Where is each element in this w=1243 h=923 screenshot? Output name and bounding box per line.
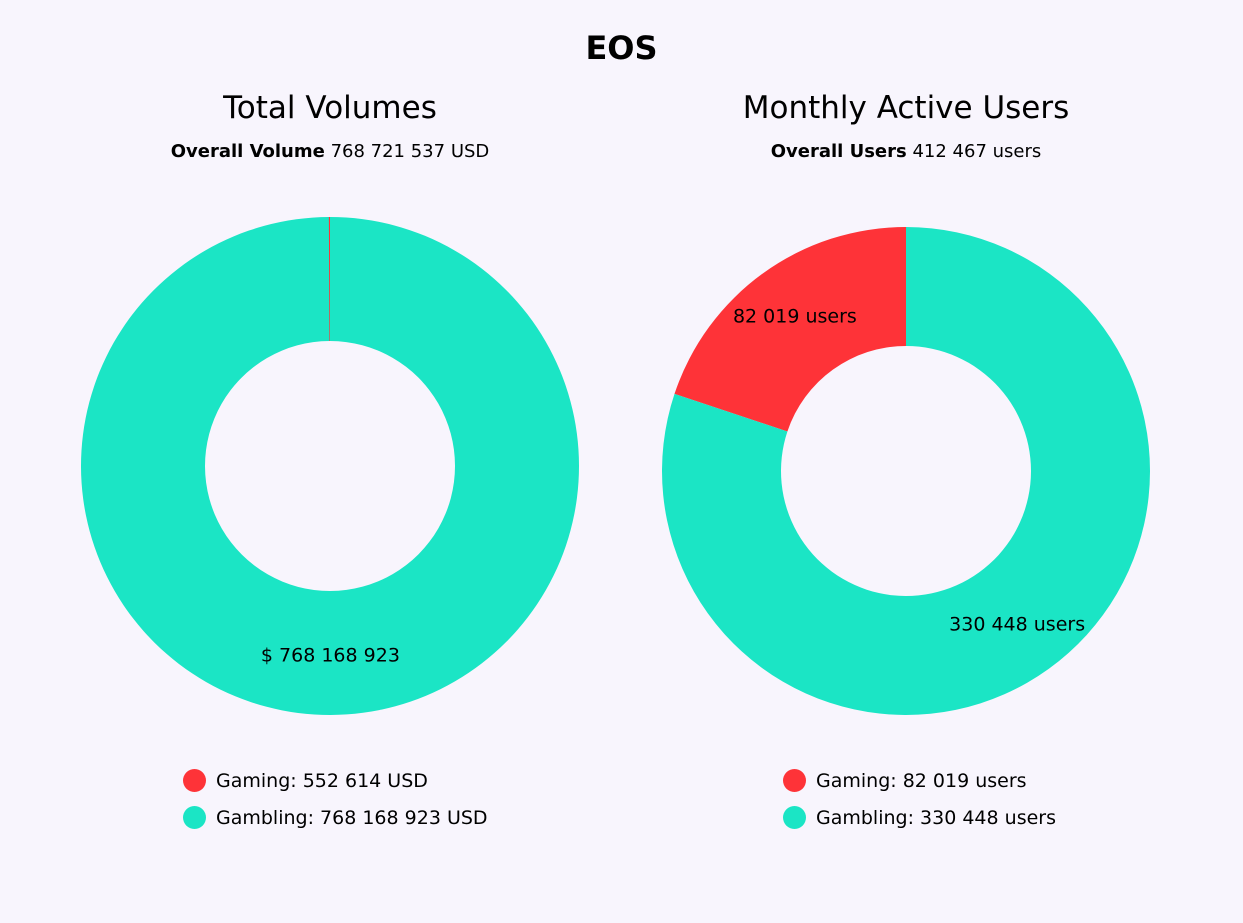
legend-label: Gambling: 768 168 923 USD: [216, 806, 488, 829]
overall-volume-summary: Overall Volume 768 721 537 USD: [30, 139, 630, 165]
gambling-slice[interactable]: [80, 217, 579, 715]
legend-swatch: [183, 806, 206, 829]
legend-label: Gaming: 82 019 users: [816, 769, 1027, 792]
legend-label: Gaming: 552 614 USD: [216, 769, 428, 792]
summary-value: 768 721 537 USD: [330, 141, 490, 162]
page-title: EOS: [585, 29, 658, 67]
monthly-active-users-panel: Monthly Active Users Overall Users 412 4…: [606, 0, 1206, 923]
total-volumes-donut: $ 768 168 923: [80, 217, 579, 715]
legend-swatch: [783, 769, 806, 792]
legend-swatch: [183, 769, 206, 792]
total-volumes-panel: Total Volumes Overall Volume 768 721 537…: [30, 0, 630, 923]
legend-item-gaming[interactable]: Gaming: 82 019 users: [783, 762, 1027, 799]
overall-users-summary: Overall Users 412 467 users: [606, 139, 1206, 165]
chart-title: Total Volumes: [223, 90, 437, 126]
legend-label: Gambling: 330 448 users: [816, 806, 1056, 829]
monthly-active-users-donut: 82 019 users 330 448 users: [662, 227, 1150, 715]
gambling-slice-label: $ 768 168 923: [261, 644, 400, 666]
gaming-slice-label: 82 019 users: [733, 305, 857, 327]
legend-item-gambling[interactable]: Gambling: 768 168 923 USD: [183, 799, 488, 836]
legend-item-gaming[interactable]: Gaming: 552 614 USD: [183, 762, 428, 799]
gaming-slice[interactable]: [674, 227, 906, 432]
gambling-slice[interactable]: [662, 227, 1150, 715]
summary-label: Overall Volume: [170, 141, 325, 162]
chart-title: Monthly Active Users: [742, 90, 1070, 126]
summary-label: Overall Users: [770, 141, 907, 162]
legend-swatch: [783, 806, 806, 829]
gambling-slice-label: 330 448 users: [949, 614, 1085, 636]
legend-item-gambling[interactable]: Gambling: 330 448 users: [783, 799, 1056, 836]
summary-value: 412 467 users: [912, 141, 1042, 162]
